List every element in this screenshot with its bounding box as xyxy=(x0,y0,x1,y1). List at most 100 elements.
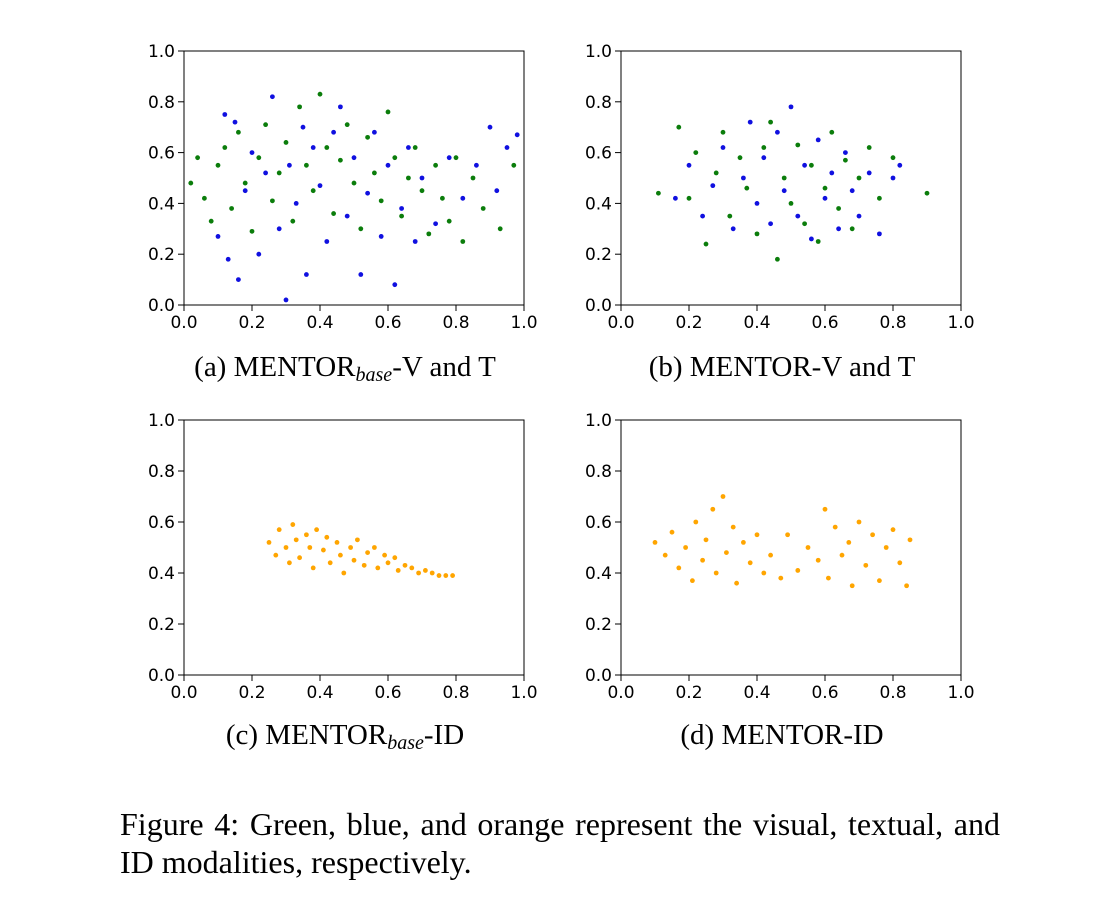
x-tick-label: 0.8 xyxy=(442,683,469,703)
data-point xyxy=(795,213,801,219)
data-point xyxy=(433,162,438,168)
data-point xyxy=(494,188,500,194)
data-point xyxy=(406,145,411,150)
data-point xyxy=(822,195,828,201)
x-tick-label: 0.2 xyxy=(238,313,265,333)
data-point xyxy=(877,231,882,237)
y-tick-label: 0.8 xyxy=(585,93,612,113)
y-tick-label: 1.0 xyxy=(585,411,612,431)
y-tick-label: 0.0 xyxy=(585,296,612,316)
data-point xyxy=(904,583,909,589)
data-point xyxy=(419,188,425,194)
data-point xyxy=(754,231,760,237)
x-tick-label: 0.2 xyxy=(238,683,265,703)
data-point xyxy=(270,94,275,100)
panel-c-plot: 0.0 0.2 0.4 0.6 0.8 1.0 0.0 0.2 0.4 0.6 0.8 1.0 xyxy=(148,411,538,703)
data-point xyxy=(338,157,343,163)
y-tick-label: 0.8 xyxy=(148,462,175,482)
data-point xyxy=(897,560,903,566)
data-point xyxy=(741,540,746,545)
data-point xyxy=(297,104,302,110)
data-point xyxy=(511,162,517,168)
y-tick-label: 0.8 xyxy=(585,462,612,482)
data-point xyxy=(470,175,476,181)
data-point xyxy=(429,570,435,576)
data-point xyxy=(474,162,479,168)
data-point xyxy=(290,218,296,224)
data-point xyxy=(497,226,503,232)
data-point xyxy=(856,213,862,219)
data-point xyxy=(775,256,780,262)
data-point xyxy=(385,162,391,168)
data-point xyxy=(436,573,442,578)
x-tick-label: 0.0 xyxy=(170,683,197,703)
y-tick-label: 1.0 xyxy=(585,42,612,62)
data-point xyxy=(720,129,726,135)
data-point xyxy=(215,234,221,239)
data-point xyxy=(412,145,418,150)
data-point xyxy=(737,155,743,161)
data-point xyxy=(433,221,438,227)
data-point xyxy=(460,195,466,201)
data-point xyxy=(815,557,821,563)
data-point xyxy=(324,239,330,244)
data-point xyxy=(761,570,767,576)
panel-a-plot: 0.0 0.2 0.4 0.6 0.8 1.0 0.0 0.2 0.4 0.6 0.8 1.0 xyxy=(148,42,538,333)
data-point xyxy=(351,180,357,186)
data-point xyxy=(822,506,828,512)
data-point xyxy=(242,188,248,194)
data-point xyxy=(480,206,486,211)
data-point xyxy=(693,519,699,525)
data-point xyxy=(453,155,459,161)
data-point xyxy=(754,532,760,538)
data-point xyxy=(348,545,353,550)
data-point xyxy=(324,145,330,150)
data-point xyxy=(504,145,510,150)
y-tick-label: 0.0 xyxy=(585,666,612,686)
data-point xyxy=(321,547,326,553)
panel-a-caption-prefix: (a) MENTOR xyxy=(194,351,356,383)
data-point xyxy=(263,170,268,176)
x-tick-label: 0.0 xyxy=(607,313,634,333)
x-tick-label: 0.6 xyxy=(811,313,838,333)
x-tick-label: 0.0 xyxy=(607,683,634,703)
data-point xyxy=(652,540,658,545)
data-point xyxy=(310,188,316,194)
x-tick-label: 0.2 xyxy=(675,313,702,333)
data-point xyxy=(307,545,313,550)
data-point xyxy=(822,185,828,191)
data-point xyxy=(683,545,688,550)
data-point xyxy=(897,162,903,168)
data-point xyxy=(788,201,794,206)
panel-a-caption-sub: base xyxy=(355,364,393,386)
data-point xyxy=(713,570,719,576)
data-point xyxy=(710,183,716,189)
data-point xyxy=(890,155,896,161)
data-point xyxy=(741,175,746,181)
data-point xyxy=(778,575,784,581)
y-tick-label: 0.6 xyxy=(148,144,175,164)
data-point xyxy=(266,540,272,545)
data-point xyxy=(856,175,862,181)
data-point xyxy=(375,565,381,571)
data-point xyxy=(222,112,228,117)
data-point xyxy=(361,562,367,568)
data-point xyxy=(395,568,401,573)
panel-d-plot: 0.0 0.2 0.4 0.6 0.8 1.0 0.0 0.2 0.4 0.6 0.8 1.0 xyxy=(585,411,975,703)
data-point xyxy=(409,565,415,571)
data-point xyxy=(416,570,421,576)
plot-frame xyxy=(183,50,525,306)
data-point xyxy=(460,239,466,244)
data-point xyxy=(849,226,855,232)
data-point xyxy=(676,565,682,571)
data-point xyxy=(293,537,299,543)
panel-d-caption-prefix: (d) MENTOR-ID xyxy=(680,719,884,751)
data-point xyxy=(788,104,794,110)
data-point xyxy=(385,560,391,566)
panel-b-plot: 0.0 0.2 0.4 0.6 0.8 1.0 0.0 0.2 0.4 0.6 0.8 1.0 xyxy=(585,42,975,333)
y-tick-label: 1.0 xyxy=(148,411,175,431)
data-point xyxy=(310,565,316,571)
data-point xyxy=(700,557,705,563)
data-point xyxy=(781,188,787,194)
